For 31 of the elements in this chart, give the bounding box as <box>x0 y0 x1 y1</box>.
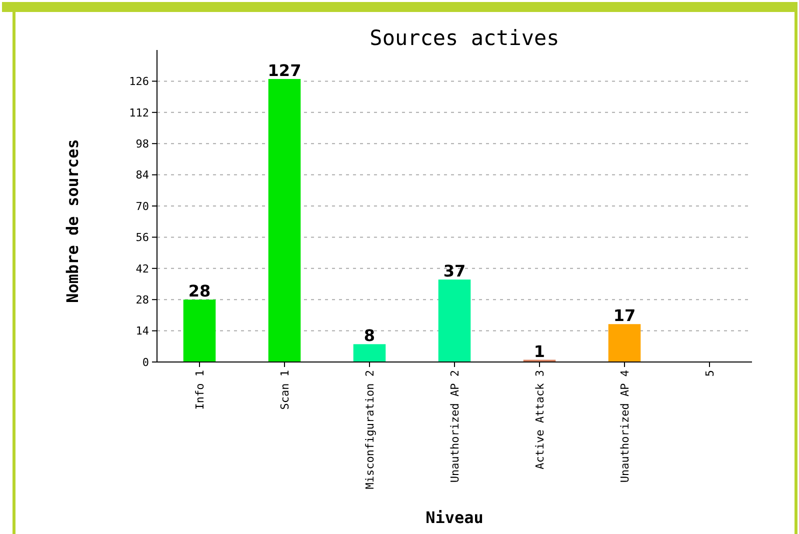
bar <box>268 78 301 362</box>
bar <box>183 300 216 362</box>
data-label: 17 <box>613 306 636 326</box>
bar <box>608 324 641 362</box>
chart-title: Sources actives <box>370 26 560 50</box>
y-tick-label: 126 <box>129 75 149 88</box>
data-label: 37 <box>443 262 466 281</box>
y-tick-label: 28 <box>136 293 149 306</box>
data-label: 1 <box>534 342 546 361</box>
y-tick-label: 84 <box>136 168 150 182</box>
data-label: 127 <box>268 60 302 80</box>
x-tick-label: 5 <box>704 370 716 377</box>
data-label: 8 <box>364 326 376 346</box>
y-tick-label: 98 <box>136 137 149 150</box>
data-label: 28 <box>188 282 211 301</box>
x-tick-label: Scan 1 <box>278 370 292 410</box>
y-tick-label: 0 <box>142 356 149 369</box>
y-tick-label: 112 <box>129 106 149 120</box>
y-tick-label: 42 <box>136 262 149 276</box>
bar <box>438 280 471 362</box>
x-tick-label: Unauthorized AP 2 <box>448 370 462 483</box>
x-tick-label: Unauthorized AP 4 <box>618 370 632 483</box>
x-tick-label: Info 1 <box>194 370 206 410</box>
x-tick-label: Active Attack 3 <box>534 370 546 470</box>
x-axis-title: Niveau <box>426 508 484 527</box>
bar <box>353 344 386 362</box>
y-tick-label: 70 <box>136 200 149 213</box>
y-tick-label: 56 <box>136 231 149 244</box>
y-tick-label: 14 <box>136 324 150 338</box>
y-axis-title: Nombre de sources <box>63 139 82 303</box>
x-tick-label: Misconfiguration 2 <box>364 370 376 490</box>
